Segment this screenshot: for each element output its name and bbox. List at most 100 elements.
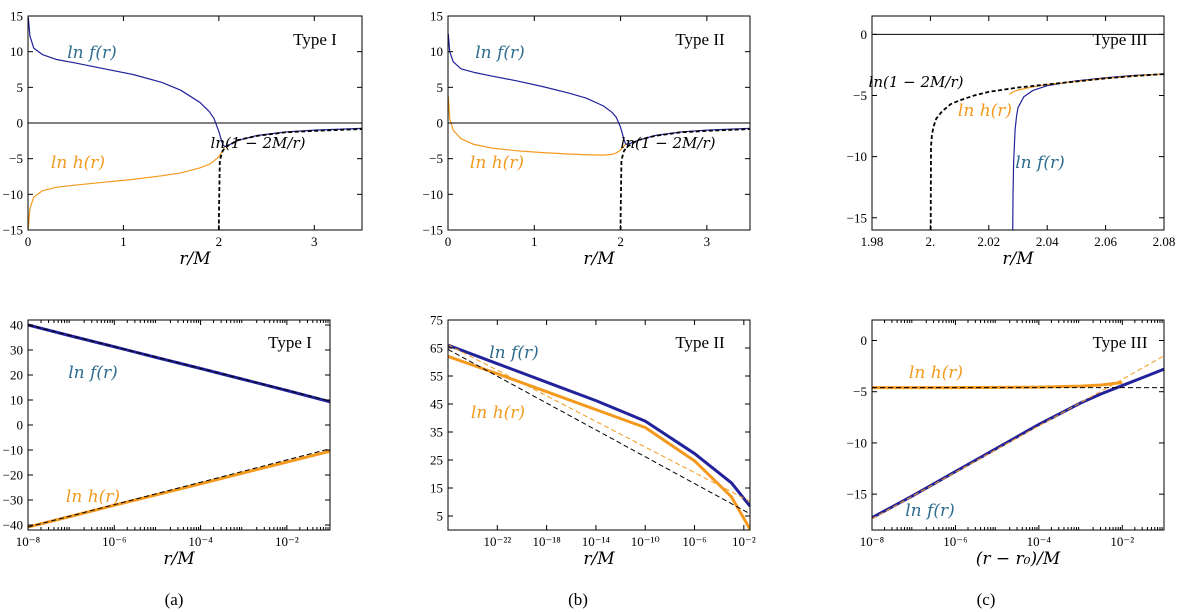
x-axis-title: r/M <box>1002 249 1034 269</box>
series-group <box>28 17 362 230</box>
x-tick-label: 2.04 <box>1036 234 1059 249</box>
label-asymptote: ln(1 − 2M/r) <box>211 134 306 152</box>
x-tick-label: 2.06 <box>1094 234 1117 249</box>
y-tick-label: 0 <box>861 333 868 348</box>
caption-c: (c) <box>977 590 996 609</box>
y-tick-label: −10 <box>847 435 867 450</box>
x-tick-label: 10⁻⁶ <box>102 534 126 549</box>
series-line-asym-2 <box>448 348 750 515</box>
y-tick-label: 10 <box>10 44 23 59</box>
x-tick-label: 2 <box>617 234 624 249</box>
series-line-asym-2 <box>619 128 750 230</box>
caption-a: (a) <box>165 590 184 609</box>
x-axis-title: r/M <box>179 249 211 269</box>
series-line-h-1 <box>28 146 226 229</box>
y-tick-label: −10 <box>3 443 23 458</box>
x-tick-label: 2.08 <box>1153 234 1176 249</box>
series-line-f-0 <box>28 17 362 148</box>
y-tick-label: 75 <box>430 313 443 328</box>
caption-b: (b) <box>568 590 588 609</box>
panel-title: Type III <box>1093 333 1148 352</box>
label-ln-h: ln h(r) <box>958 101 1012 121</box>
y-tick-label: −15 <box>3 223 23 238</box>
label-ln-h: ln h(r) <box>909 363 963 383</box>
series-group <box>28 323 330 529</box>
x-tick-label: 10⁻⁶ <box>682 534 706 549</box>
x-tick-label: 10⁻⁸ <box>16 534 41 549</box>
y-tick-label: 0 <box>861 27 868 42</box>
series-line-f-0 <box>872 367 1164 520</box>
label-ln-h: ln h(r) <box>471 403 525 423</box>
y-tick-label: −5 <box>853 384 867 399</box>
series-line-h-3 <box>448 344 750 502</box>
series-group <box>929 73 1164 230</box>
y-tick-label: −15 <box>847 210 867 225</box>
x-tick-label: 1.98 <box>861 234 884 249</box>
chart-a-top: −15 −10 −5 0 5 10 15 0 1 2 3 r/M Type I ln f(r) ln h(r… <box>3 9 363 269</box>
x-tick-label: 10⁻²² <box>483 534 511 549</box>
x-tick-label: 10⁻² <box>732 534 756 549</box>
label-asymptote: ln(1 − 2M/r) <box>621 134 716 152</box>
plot-frame <box>871 319 1165 531</box>
y-tick-label: 5 <box>437 509 444 524</box>
x-axis-title: r/M <box>163 549 195 569</box>
x-tick-label: 0 <box>25 234 32 249</box>
x-axis-title: r/M <box>583 249 615 269</box>
y-tick-label: 45 <box>430 397 443 412</box>
y-tick-label: −30 <box>3 493 23 508</box>
panel-title: Type I <box>293 30 337 49</box>
x-tick-label: 10⁻⁴ <box>1027 534 1052 549</box>
y-tick-label: −10 <box>423 187 443 202</box>
y-tick-label: 5 <box>17 80 24 95</box>
chart-c-bottom: −15 −10 −5 0 10⁻⁸ 10⁻⁶ 10⁻⁴ 10⁻² (r − r₀)/M Type … <box>847 319 1165 569</box>
y-tick-label: −40 <box>3 518 23 533</box>
label-ln-h: ln h(r) <box>66 487 120 507</box>
x-axis-title: (r − r₀)/M <box>976 549 1061 569</box>
x-axis-title: r/M <box>583 549 615 569</box>
chart-b-top: −15 −10 −5 0 5 10 15 0 1 2 3 r/M Type II ln f(r) ln h(… <box>423 9 751 269</box>
y-tick-label: 0 <box>17 116 24 131</box>
plot-frame <box>871 15 1165 231</box>
y-tick-label: 30 <box>10 343 23 358</box>
y-tick-label: −15 <box>847 487 867 502</box>
series-line-asym-2 <box>217 128 362 230</box>
y-tick-label: 15 <box>430 481 443 496</box>
x-tick-label: 0 <box>445 234 452 249</box>
series-line-f-0 <box>1012 73 1164 230</box>
y-tick-label: 5 <box>437 80 444 95</box>
y-tick-label: 40 <box>10 318 23 333</box>
chart-c-top: −15 −10 −5 0 1.98 2. 2.02 2.04 2.06 2.08 r/M Type I… <box>847 15 1176 269</box>
label-ln-f: ln f(r) <box>905 501 954 521</box>
label-ln-h: ln h(r) <box>51 153 105 173</box>
y-tick-label: −5 <box>429 151 443 166</box>
panel-title: Type III <box>1093 30 1148 49</box>
x-tick-label: 1 <box>531 234 538 249</box>
y-tick-label: 15 <box>430 9 443 24</box>
x-tick-label: 10⁻⁸ <box>860 534 885 549</box>
y-tick-label: 25 <box>430 453 443 468</box>
panel-title: Type II <box>675 333 725 352</box>
series-line-h-1 <box>1008 73 1164 95</box>
series-group <box>448 33 750 230</box>
chart-a-bottom: −40 −30 −20 −10 0 10 20 30 40 10⁻⁸ 10⁻⁶ 10⁻⁴ 10⁻² r/M… <box>3 318 331 569</box>
x-tick-label: 3 <box>311 234 318 249</box>
x-tick-label: 2. <box>926 234 936 249</box>
label-ln-f: ln f(r) <box>475 43 524 63</box>
label-ln-f: ln f(r) <box>68 363 117 383</box>
y-tick-label: 15 <box>10 9 23 24</box>
y-tick-label: 10 <box>10 393 23 408</box>
y-tick-label: 65 <box>430 341 443 356</box>
y-tick-label: −15 <box>423 223 443 238</box>
series-line-f-0 <box>448 343 750 508</box>
series-group <box>448 343 750 530</box>
series-line-asym-2 <box>28 324 330 402</box>
label-ln-h: ln h(r) <box>470 153 524 173</box>
y-tick-label: 20 <box>10 368 23 383</box>
y-tick-label: 10 <box>430 44 443 59</box>
x-tick-label: 10⁻¹⁰ <box>631 534 660 549</box>
panel-title: Type II <box>675 30 725 49</box>
y-tick-label: −20 <box>3 468 23 483</box>
label-ln-f: ln f(r) <box>67 43 116 63</box>
x-tick-label: 10⁻⁴ <box>188 534 213 549</box>
